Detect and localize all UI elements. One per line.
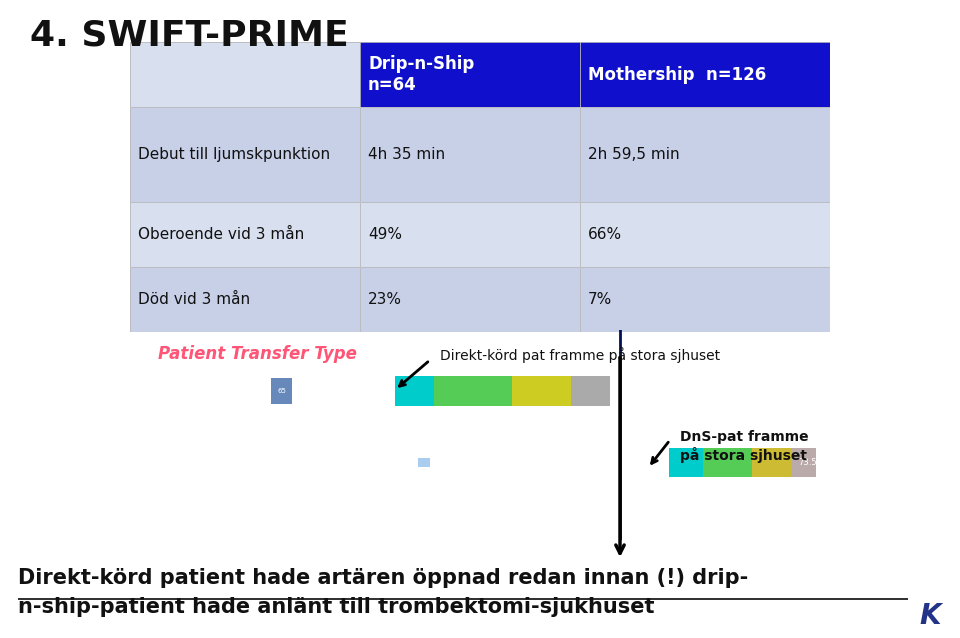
Bar [434,376,513,406]
Text: 214.5: 214.5 [432,458,455,467]
Text: Direkt-körd patient hade artären öppnad redan innan (!) drip-: Direkt-körd patient hade artären öppnad … [18,568,748,588]
Text: 7%: 7% [588,292,612,307]
Bar [513,376,571,406]
Text: K: K [920,602,941,630]
Bar [704,448,753,477]
Text: 4h: 4h [612,522,627,531]
Text: 2h 59,5 min: 2h 59,5 min [588,147,680,162]
Bar [753,448,791,477]
Bar [419,458,429,466]
Text: Direkt-körd pat framme på stora sjhuset: Direkt-körd pat framme på stora sjhuset [440,347,720,363]
Text: 3h: 3h [515,522,529,531]
Text: Drip and ship
n= 65: Drip and ship n= 65 [144,450,204,470]
Text: DnS-pat framme
på stora sjhuset: DnS-pat framme på stora sjhuset [680,430,808,463]
Text: 1h: 1h [319,522,333,531]
Text: 49%: 49% [368,227,402,242]
Text: Patient Transfer Type: Patient Transfer Type [158,345,357,362]
Text: n-ship-patient hade anlänt till trombektomi-sjukhuset: n-ship-patient hade anlänt till trombekt… [18,597,655,617]
Text: 66%: 66% [588,227,622,242]
Text: 91: 91 [615,387,626,396]
Text: 4. SWIFT-PRIME: 4. SWIFT-PRIME [30,18,348,52]
Text: 23%: 23% [368,292,402,307]
Text: 65: 65 [277,388,286,394]
Bar [272,378,293,403]
Text: Mothership
n=121: Mothership n=121 [144,379,195,399]
Text: Drip-n-Ship
n=64: Drip-n-Ship n=64 [368,55,474,94]
Text: Mothership  n=126: Mothership n=126 [588,66,766,84]
Text: Död vid 3 mån: Död vid 3 mån [138,292,251,307]
Text: 4h 35 min: 4h 35 min [368,147,445,162]
Text: Debut till ljumskpunktion: Debut till ljumskpunktion [138,147,330,162]
Text: 2h: 2h [417,522,431,531]
Text: 6h: 6h [809,522,823,531]
Text: 5h: 5h [711,522,725,531]
Text: 73.5: 73.5 [799,458,817,467]
Bar [571,376,611,406]
Bar [395,376,434,406]
Bar [669,448,704,477]
Bar [791,448,816,477]
Text: Oberoende vid 3 mån: Oberoende vid 3 mån [138,227,304,242]
